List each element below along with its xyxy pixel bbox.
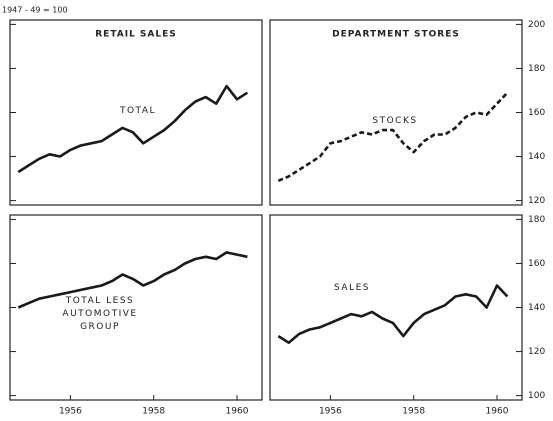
series-label: TOTAL LESS AUTOMOTIVE GROUP	[62, 296, 138, 332]
x-tick-label: 1956	[59, 407, 82, 417]
y-tick-label: 200	[528, 20, 545, 30]
y-tick-label: 120	[528, 196, 545, 206]
x-tick-label: 1960	[486, 407, 509, 417]
x-tick-label: 1958	[142, 407, 165, 417]
series-line	[277, 284, 509, 344]
x-tick-label: 1960	[226, 407, 249, 417]
series-label: SALES	[334, 283, 370, 293]
y-tick-label: 140	[528, 303, 545, 313]
y-tick-label: 100	[528, 391, 545, 401]
series-line	[17, 84, 249, 174]
y-tick-label: 120	[528, 347, 545, 357]
y-tick-label: 180	[528, 64, 545, 74]
y-tick-label: 160	[528, 108, 545, 118]
series-label: STOCKS	[372, 116, 418, 126]
y-tick-label: 160	[528, 259, 545, 269]
panel-frame	[269, 214, 523, 401]
x-tick-label: 1958	[402, 407, 425, 417]
panel-title: RETAIL SALES	[95, 30, 177, 40]
panel-title: DEPARTMENT STORES	[332, 30, 460, 40]
x-tick-label: 1956	[319, 407, 342, 417]
series-line	[17, 251, 248, 309]
y-tick-label: 140	[528, 152, 545, 162]
series-label: TOTAL	[119, 106, 157, 116]
y-tick-label: 180	[528, 215, 545, 225]
series-line	[277, 91, 509, 182]
index-note: 1947 - 49 = 100	[2, 6, 68, 15]
panel-frame	[269, 19, 523, 206]
